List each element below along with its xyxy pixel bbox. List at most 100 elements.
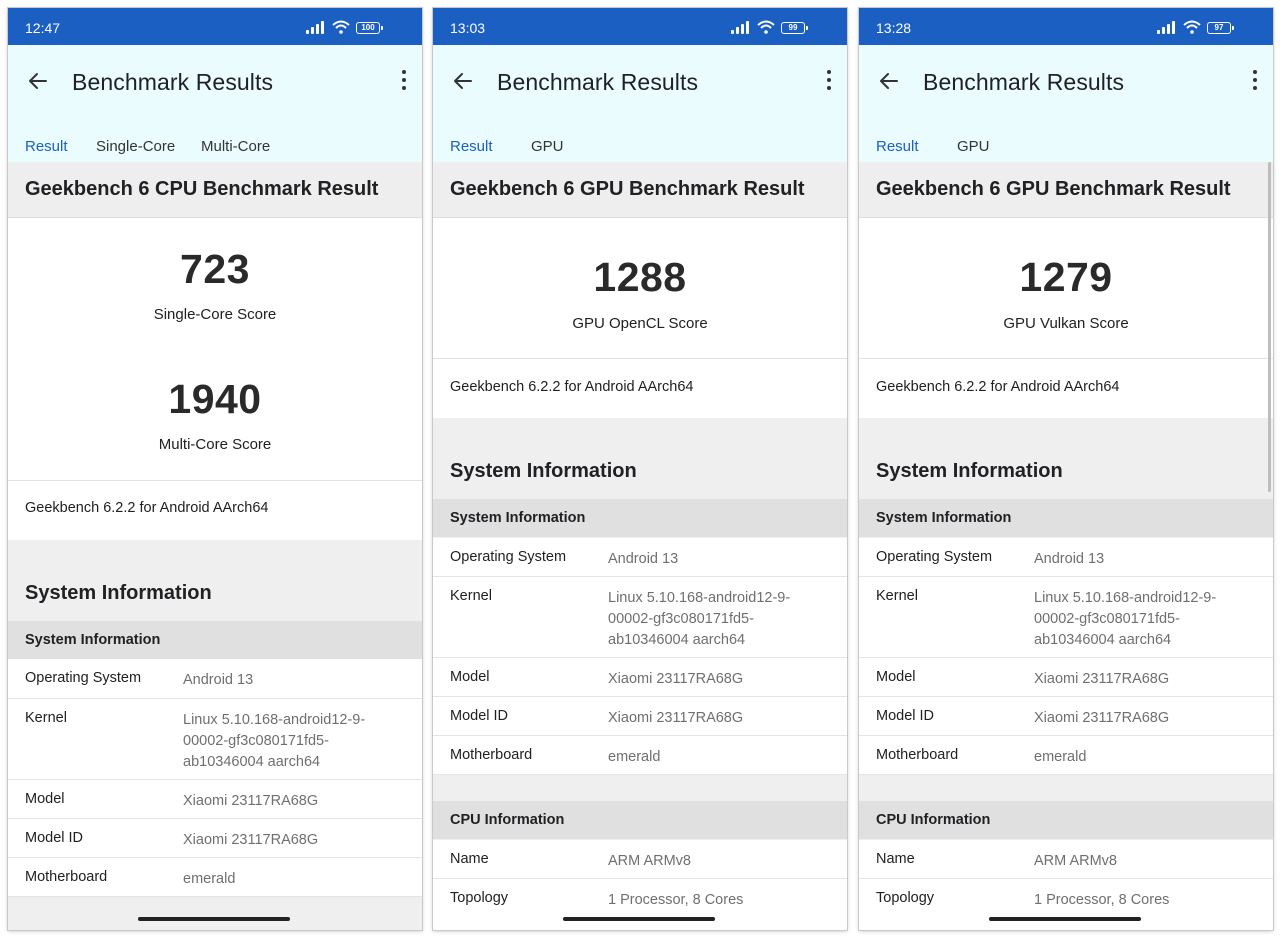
battery-icon: 100 <box>356 22 383 34</box>
info-value: emerald <box>608 749 661 765</box>
info-value: Xiaomi 23117RA68G <box>183 793 319 809</box>
status-icons: 97 <box>1157 20 1253 36</box>
page-title: Benchmark Results <box>923 69 1125 95</box>
info-key: Name <box>450 851 489 867</box>
page-title: Benchmark Results <box>72 69 274 95</box>
info-row-name: Name ARM ARMv8 <box>433 840 847 879</box>
divider <box>859 358 1273 359</box>
info-value: emerald <box>1034 749 1087 765</box>
info-value: Android 13 <box>183 672 254 688</box>
app-bar: Benchmark Results Result Single-Core Mul… <box>8 45 422 168</box>
result-header-title: Geekbench 6 GPU Benchmark Result <box>450 178 805 200</box>
tab-bar: Result GPU <box>433 138 847 162</box>
tab-result[interactable]: Result <box>450 138 493 155</box>
home-indicator[interactable] <box>138 917 290 921</box>
cpu-info-section-header: CPU Information <box>859 801 1273 839</box>
info-row-motherboard: Motherboard emerald <box>859 736 1273 775</box>
back-arrow-icon[interactable] <box>877 69 901 93</box>
gpu-opencl-score: 1288 <box>593 254 687 300</box>
info-key: Kernel <box>876 588 918 604</box>
info-value: Linux 5.10.168-android12-9-00002-gf3c080… <box>608 590 791 648</box>
info-value: Linux 5.10.168-android12-9-00002-gf3c080… <box>183 712 366 770</box>
system-info-section-label: System Information <box>25 632 161 648</box>
version-text: Geekbench 6.2.2 for Android AArch64 <box>450 379 694 395</box>
system-info-title: System Information <box>25 582 212 604</box>
status-time: 13:03 <box>450 20 486 36</box>
tab-gpu[interactable]: GPU <box>957 138 990 155</box>
info-key: Kernel <box>25 710 67 726</box>
tab-single-core[interactable]: Single-Core <box>96 138 176 155</box>
phone-screen-gpu-opencl: 13:03 99 Benchmark Results Result GPU Ge… <box>433 8 847 930</box>
info-value: Xiaomi 23117RA68G <box>1034 671 1170 687</box>
info-key: Kernel <box>450 588 492 604</box>
score-card: 1279 GPU Vulkan Score Geekbench 6.2.2 fo… <box>859 218 1273 418</box>
tab-bar: Result GPU <box>859 138 1273 162</box>
system-info-title: System Information <box>876 460 1063 482</box>
result-header-title: Geekbench 6 CPU Benchmark Result <box>25 178 379 200</box>
info-key: Topology <box>450 890 509 906</box>
system-info-section-header: System Information <box>859 499 1273 537</box>
status-icons: 99 <box>731 20 827 36</box>
status-bar: 12:47 100 <box>8 8 422 45</box>
home-indicator[interactable] <box>989 917 1141 921</box>
info-row-topology: Topology 1 Processor, 8 Cores <box>859 879 1273 930</box>
back-arrow-icon[interactable] <box>451 69 475 93</box>
gpu-vulkan-score-label: GPU Vulkan Score <box>1003 315 1129 332</box>
info-value: Xiaomi 23117RA68G <box>183 832 319 848</box>
info-value: Linux 5.10.168-android12-9-00002-gf3c080… <box>1034 590 1217 648</box>
divider <box>8 480 422 481</box>
info-key: Operating System <box>450 549 567 565</box>
cpu-info-section-label: CPU Information <box>876 812 991 828</box>
system-info-section-label: System Information <box>450 510 586 526</box>
info-value: Xiaomi 23117RA68G <box>608 710 744 726</box>
home-indicator[interactable] <box>563 917 715 921</box>
info-key: Model <box>876 669 916 685</box>
scrollbar[interactable] <box>1268 162 1271 492</box>
status-time: 12:47 <box>25 20 61 36</box>
multi-core-score-label: Multi-Core Score <box>158 436 272 453</box>
info-row-name: Name ARM ARMv8 <box>859 840 1273 879</box>
more-options-icon[interactable] <box>400 68 408 92</box>
signal-icon <box>1157 20 1179 34</box>
multi-core-score: 1940 <box>168 376 262 422</box>
score-card: 723 Single-Core Score 1940 Multi-Core Sc… <box>8 218 422 540</box>
info-key: Motherboard <box>876 747 959 763</box>
version-text: Geekbench 6.2.2 for Android AArch64 <box>876 379 1120 395</box>
info-row-os: Operating System Android 13 <box>8 659 422 699</box>
tab-result[interactable]: Result <box>876 138 919 155</box>
tab-multi-core[interactable]: Multi-Core <box>201 138 271 155</box>
result-header-title: Geekbench 6 GPU Benchmark Result <box>876 178 1231 200</box>
system-info-section-header: System Information <box>433 499 847 537</box>
info-row-model: Model Xiaomi 23117RA68G <box>433 658 847 697</box>
single-core-score-label: Single-Core Score <box>153 306 277 323</box>
info-row-model-id: Model ID Xiaomi 23117RA68G <box>433 697 847 736</box>
info-key: Model ID <box>876 708 935 724</box>
battery-icon: 97 <box>1207 22 1234 34</box>
cpu-info-section-header: CPU Information <box>433 801 847 839</box>
info-row-os: Operating System Android 13 <box>433 538 847 577</box>
tab-gpu[interactable]: GPU <box>531 138 564 155</box>
status-bar: 13:03 99 <box>433 8 847 45</box>
info-key: Model ID <box>25 830 84 846</box>
back-arrow-icon[interactable] <box>26 69 50 93</box>
wifi-icon <box>757 20 775 34</box>
divider <box>433 358 847 359</box>
info-value: 1 Processor, 8 Cores <box>608 892 744 908</box>
tab-result[interactable]: Result <box>25 138 68 155</box>
tab-bar: Result Single-Core Multi-Core <box>8 138 422 162</box>
signal-icon <box>306 20 328 34</box>
app-bar: Benchmark Results Result GPU <box>433 45 847 168</box>
more-options-icon[interactable] <box>1251 68 1259 92</box>
result-header: Geekbench 6 GPU Benchmark Result <box>859 162 1273 218</box>
phone-screen-cpu: 12:47 100 Benchmark Results Result Singl… <box>8 8 422 930</box>
info-value: ARM ARMv8 <box>1034 853 1117 869</box>
info-row-motherboard: Motherboard emerald <box>8 858 422 897</box>
more-options-icon[interactable] <box>825 68 833 92</box>
info-value: Xiaomi 23117RA68G <box>1034 710 1170 726</box>
info-row-model-id: Model ID Xiaomi 23117RA68G <box>859 697 1273 736</box>
info-key: Topology <box>876 890 935 906</box>
wifi-icon <box>332 20 350 34</box>
info-key: Model <box>25 791 65 807</box>
info-row-model: Model Xiaomi 23117RA68G <box>8 780 422 819</box>
single-core-score: 723 <box>180 246 250 292</box>
